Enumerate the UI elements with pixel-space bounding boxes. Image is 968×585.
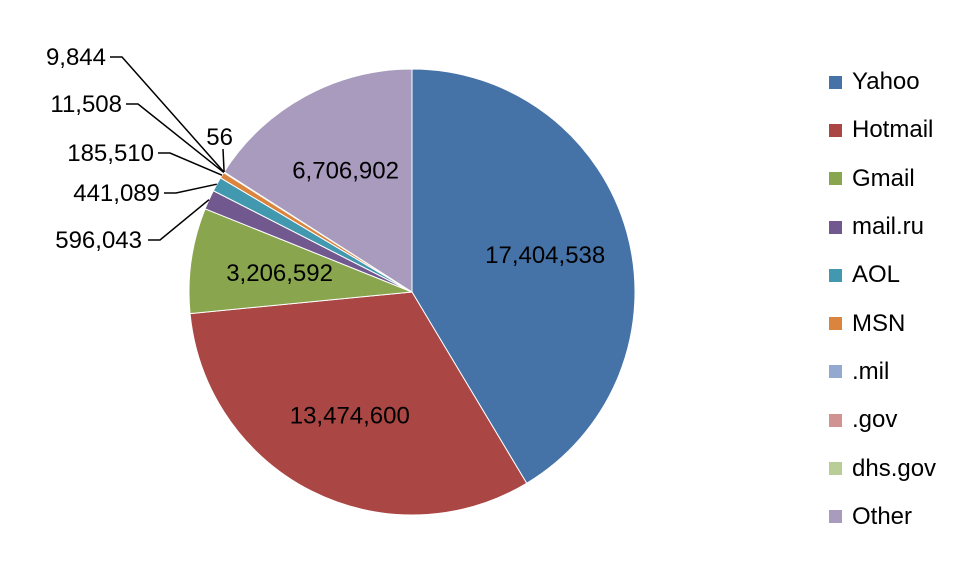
- data-label-msn: 185,510: [67, 140, 154, 167]
- legend-item-gmail: Gmail: [829, 155, 959, 203]
- legend-item-mail-ru: mail.ru: [829, 203, 959, 251]
- legend-label-aol: AOL: [852, 261, 901, 289]
- legend-item-mil: .mil: [829, 348, 959, 396]
- legend-item-aol: AOL: [829, 251, 959, 299]
- legend-item-gov: .gov: [829, 396, 959, 444]
- legend-label-hotmail: Hotmail: [852, 116, 934, 144]
- data-label-dhs-gov: 56: [206, 124, 233, 151]
- legend-swatch-mail-ru: [829, 220, 842, 234]
- data-label-yahoo: 17,404,538: [485, 242, 605, 269]
- leader-line-aol: [164, 183, 217, 194]
- leader-line-msn: [158, 152, 223, 176]
- legend-swatch-other: [829, 510, 842, 524]
- data-label-gmail: 3,206,592: [226, 260, 333, 287]
- pie-slice-other: [223, 68, 413, 293]
- leader-line-mail-ru: [148, 199, 210, 241]
- legend-item-msn: MSN: [829, 299, 959, 347]
- leader-line-gov: [110, 56, 225, 173]
- legend-label-other: Other: [852, 502, 913, 530]
- legend-label-yahoo: Yahoo: [852, 68, 920, 96]
- legend-swatch-gov: [829, 413, 842, 427]
- legend-label-mil: .mil: [852, 357, 890, 385]
- legend-item-hotmail: Hotmail: [829, 106, 959, 154]
- legend-swatch-hotmail: [829, 123, 842, 137]
- legend-swatch-yahoo: [829, 75, 842, 89]
- legend-item-yahoo: Yahoo: [829, 58, 959, 106]
- legend-swatch-aol: [829, 268, 842, 282]
- data-label-hotmail: 13,474,600: [290, 403, 410, 430]
- leader-line-mil: [126, 103, 225, 173]
- legend-item-dhs-gov: dhs.gov: [829, 444, 959, 492]
- legend-label-msn: MSN: [852, 309, 906, 337]
- data-label-gov: 9,844: [46, 44, 106, 71]
- legend: Yahoo Hotmail Gmail mail.ru AOL MSN .mil .gov dh…: [829, 58, 959, 541]
- legend-item-other: Other: [829, 493, 959, 541]
- pie-slice-gmail: [188, 208, 413, 315]
- data-label-mil: 11,508: [50, 91, 122, 118]
- legend-swatch-mil: [829, 365, 842, 379]
- legend-swatch-dhs-gov: [829, 462, 842, 476]
- legend-swatch-msn: [829, 317, 842, 331]
- legend-label-mail-ru: mail.ru: [852, 213, 925, 241]
- data-label-mail-ru: 596,043: [55, 227, 142, 254]
- legend-label-dhs-gov: dhs.gov: [852, 454, 937, 482]
- legend-label-gov: .gov: [852, 406, 898, 434]
- legend-swatch-gmail: [829, 172, 842, 186]
- leader-line-dhs-gov: [222, 148, 225, 173]
- legend-label-gmail: Gmail: [852, 164, 915, 192]
- data-label-other: 6,706,902: [292, 158, 399, 185]
- data-label-aol: 441,089: [73, 180, 160, 207]
- pie-slice-yahoo: [411, 68, 636, 484]
- pie-slice-hotmail: [189, 291, 528, 516]
